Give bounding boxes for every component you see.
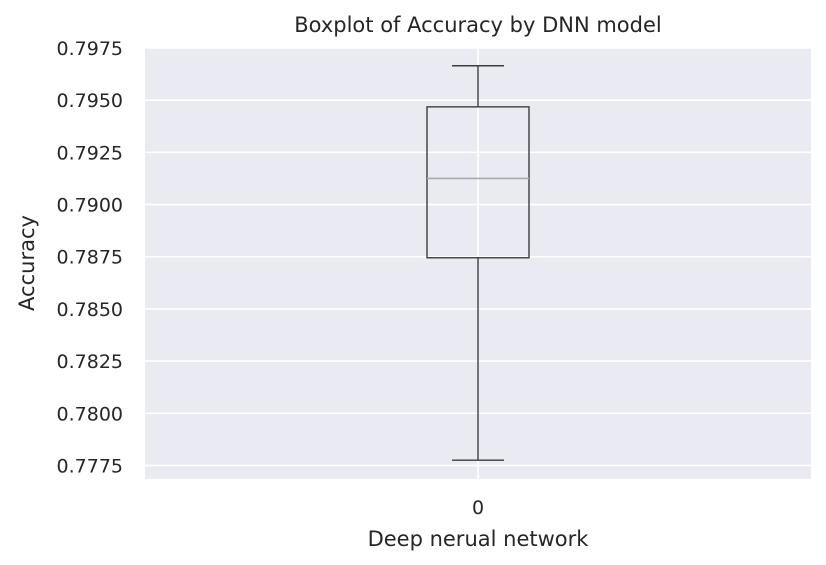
x-tick-label: 0: [472, 497, 484, 519]
y-axis-label: Accuracy: [15, 215, 39, 311]
y-tick-label: 0.7875: [57, 247, 123, 269]
y-tick-label: 0.7850: [57, 299, 123, 321]
y-tick-label: 0.7975: [57, 38, 123, 60]
y-tick-label: 0.7800: [57, 403, 123, 425]
x-axis-label: Deep nerual network: [368, 527, 590, 551]
y-tick-labels: 0.7775 0.7800 0.7825 0.7850 0.7875 0.7900 0.79…: [57, 38, 123, 477]
box-group: [426, 65, 530, 461]
y-tick-label: 0.7925: [57, 142, 123, 164]
x-tick-labels: 0: [472, 497, 484, 519]
y-tick-label: 0.7900: [57, 195, 123, 217]
chart-title: Boxplot of Accuracy by DNN model: [294, 13, 662, 37]
box-iqr: [426, 106, 530, 259]
y-tick-label: 0.7825: [57, 351, 123, 373]
y-tick-label: 0.7775: [57, 455, 123, 477]
y-tick-label: 0.7950: [57, 90, 123, 112]
